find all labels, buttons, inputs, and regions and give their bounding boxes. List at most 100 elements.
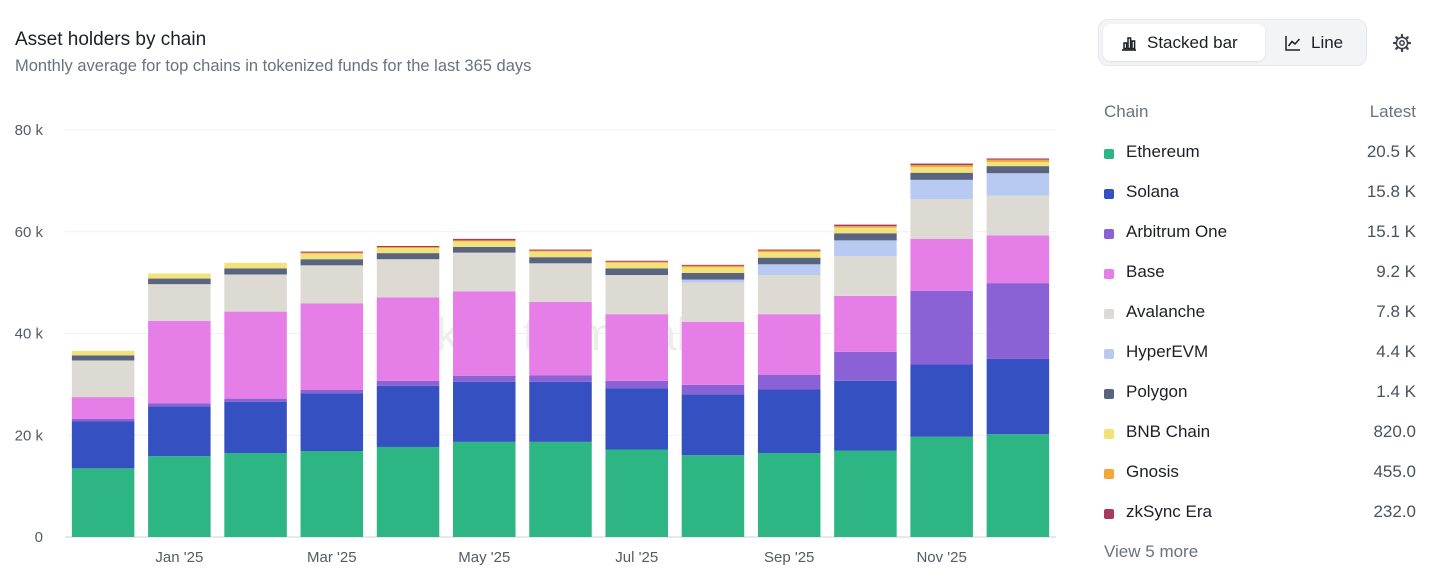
bar-segment-bnb-chain <box>224 262 287 269</box>
bar-segment-avalanche <box>71 360 135 398</box>
bar-segment-base <box>986 235 1050 284</box>
legend-item-latest: 232.0 <box>1373 502 1416 521</box>
view-more-link[interactable]: View 5 more <box>1104 542 1199 561</box>
bar-segment-zksync-era <box>453 238 516 241</box>
bar-segment-ethereum <box>71 468 135 537</box>
legend-item-latest: 9.2 K <box>1376 262 1416 281</box>
x-tick-label: Jul '25 <box>615 549 658 566</box>
legend-item-bnb-chain[interactable]: BNB Chain 820.0 <box>1104 422 1416 446</box>
bar-stack[interactable] <box>529 249 592 537</box>
bar-segment-polygon <box>148 278 211 285</box>
bar-stack[interactable] <box>681 264 745 537</box>
bar-segment-solana <box>605 388 668 450</box>
chart-subtitle: Monthly average for top chains in tokeni… <box>15 57 532 75</box>
bar-segment-ethereum <box>376 446 440 537</box>
bar-stack[interactable] <box>986 158 1050 537</box>
bar-segment-arbitrum-one <box>757 374 821 390</box>
bar-segment-arbitrum-one <box>681 384 745 395</box>
legend-swatch <box>1104 309 1114 319</box>
bar-segment-bnb-chain <box>148 273 211 279</box>
stacked-bar-label: Stacked bar <box>1147 32 1238 52</box>
bar-stack[interactable] <box>376 245 440 537</box>
legend-item-base[interactable]: Base 9.2 K <box>1104 262 1416 286</box>
bar-segment-bnb-chain <box>300 253 364 260</box>
bar-segment-zksync-era <box>757 249 821 251</box>
chart-type-toggle: Stacked bar Line <box>1098 19 1367 66</box>
legend-swatch <box>1104 349 1114 359</box>
legend-item-name: Polygon <box>1126 382 1188 401</box>
legend-item-latest: 455.0 <box>1373 462 1416 481</box>
legend-item-zksync-era[interactable]: zkSync Era 232.0 <box>1104 502 1416 526</box>
bar-segment-ethereum <box>834 450 897 537</box>
chart-title: Asset holders by chain <box>15 29 207 50</box>
bar-segment-zksync-era <box>605 260 668 262</box>
bar-segment-avalanche <box>376 259 440 298</box>
bar-stack[interactable] <box>910 163 973 537</box>
bar-stack[interactable] <box>224 262 287 537</box>
bar-stack[interactable] <box>757 249 821 537</box>
bar-segment-base <box>834 295 897 352</box>
bar-segment-avalanche <box>605 274 668 315</box>
legend-swatch <box>1104 469 1114 479</box>
bar-segment-avalanche <box>453 252 516 292</box>
legend-header: Chain Latest <box>1104 102 1416 122</box>
bar-segment-zksync-era <box>834 224 897 227</box>
bar-segment-bnb-chain <box>986 161 1050 167</box>
bar-stack[interactable] <box>605 260 668 537</box>
bar-segment-solana <box>529 381 592 442</box>
bar-segment-gnosis <box>681 265 745 268</box>
legend-item-gnosis[interactable]: Gnosis 455.0 <box>1104 462 1416 486</box>
bar-segment-gnosis <box>453 240 516 242</box>
bar-segment-arbitrum-one <box>986 283 1050 359</box>
bar-segment-solana <box>300 393 364 452</box>
legend-item-latest: 820.0 <box>1373 422 1416 441</box>
bar-segment-bnb-chain <box>529 251 592 258</box>
bar-segment-base <box>757 314 821 375</box>
legend-item-name: BNB Chain <box>1126 422 1211 441</box>
bar-segment-polygon <box>529 257 592 264</box>
bar-segment-avalanche <box>224 274 287 312</box>
bar-segment-bnb-chain <box>910 167 973 173</box>
bar-segment-zksync-era <box>986 158 1050 160</box>
bar-segment-zksync-era <box>681 264 745 266</box>
bar-segment-solana <box>834 380 897 451</box>
stacked-bar-button[interactable]: Stacked bar <box>1103 24 1265 61</box>
bar-segment-avalanche <box>910 199 973 239</box>
bar-segment-gnosis <box>529 250 592 252</box>
bar-segment-zksync-era <box>376 245 440 248</box>
legend-item-arbitrum-one[interactable]: Arbitrum One 15.1 K <box>1104 222 1416 246</box>
legend-item-avalanche[interactable]: Avalanche 7.8 K <box>1104 302 1416 326</box>
y-tick-label: 60 k <box>15 224 44 241</box>
legend-swatch <box>1104 229 1114 239</box>
line-button[interactable]: Line <box>1269 24 1363 61</box>
bar-segment-arbitrum-one <box>834 351 897 381</box>
bar-segment-base <box>224 311 287 399</box>
legend-item-hyperevm[interactable]: HyperEVM 4.4 K <box>1104 342 1416 366</box>
bar-stack[interactable] <box>834 224 897 537</box>
bar-segment-base <box>681 321 745 385</box>
bar-segment-base <box>529 301 592 376</box>
bar-segment-base <box>71 397 135 419</box>
legend-chain-header: Chain <box>1104 102 1149 121</box>
bar-segment-avalanche <box>757 274 821 315</box>
bar-stack[interactable] <box>71 350 135 537</box>
legend-swatch <box>1104 429 1114 439</box>
bar-stack[interactable] <box>300 251 364 537</box>
bar-segment-solana <box>910 364 973 437</box>
bar-segment-solana <box>71 421 135 469</box>
stacked-bar-chart: 020 k40 k60 k80 k token terminal_ Jan '2… <box>15 122 1056 566</box>
legend-item-name: Ethereum <box>1126 142 1200 161</box>
legend-item-name: Arbitrum One <box>1126 222 1228 241</box>
legend-item-polygon[interactable]: Polygon 1.4 K <box>1104 382 1416 406</box>
legend-item-name: Gnosis <box>1126 462 1179 481</box>
bar-segment-gnosis <box>376 247 440 249</box>
bar-stack[interactable] <box>148 273 211 537</box>
legend-item-ethereum[interactable]: Ethereum 20.5 K <box>1104 142 1416 166</box>
gear-icon[interactable] <box>1392 33 1412 53</box>
bar-stack[interactable] <box>453 238 516 537</box>
bar-segment-hyperevm <box>757 264 821 275</box>
bar-segment-arbitrum-one <box>529 375 592 382</box>
legend-item-solana[interactable]: Solana 15.8 K <box>1104 182 1416 206</box>
legend-swatch <box>1104 509 1114 519</box>
bar-segment-bnb-chain <box>757 252 821 258</box>
